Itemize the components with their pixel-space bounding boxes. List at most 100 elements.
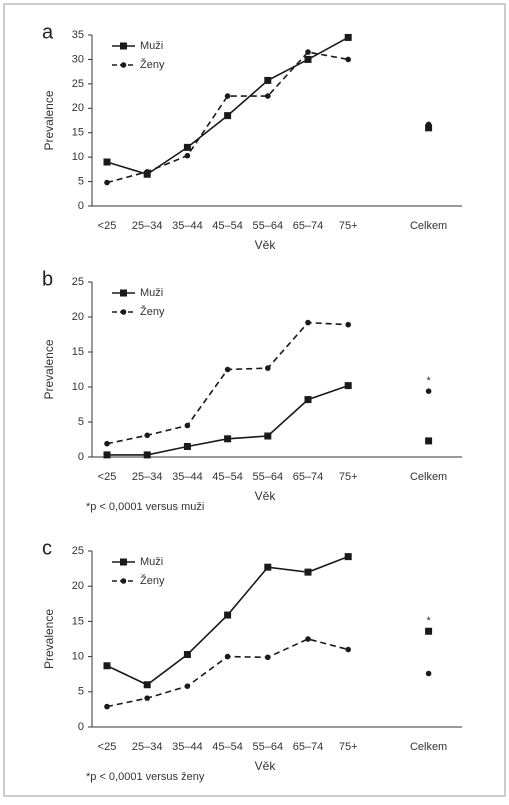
legend-label: Muži — [140, 40, 163, 52]
y-tick-label: 10 — [72, 381, 84, 393]
x-tick-label: 25–34 — [132, 220, 163, 232]
legend-label: Muži — [140, 287, 163, 299]
marker — [304, 55, 312, 63]
x-tick-label: Celkem — [410, 471, 447, 483]
annotation: * — [426, 375, 431, 387]
marker — [224, 112, 232, 120]
marker — [425, 437, 433, 445]
marker — [304, 568, 312, 576]
x-tick-label: 25–34 — [132, 471, 163, 483]
legend-label: Muži — [140, 556, 163, 568]
y-axis-label: Prevalence — [42, 609, 56, 669]
panel-label: c — [42, 537, 52, 559]
marker — [224, 611, 232, 619]
legend-marker — [120, 309, 127, 315]
x-tick-label: Celkem — [410, 741, 447, 753]
x-tick-label: 65–74 — [293, 471, 324, 483]
x-tick-label: <25 — [98, 741, 117, 753]
legend-marker — [120, 578, 127, 584]
x-tick-label: 75+ — [339, 471, 358, 483]
y-tick-label: 0 — [78, 451, 84, 463]
marker — [104, 179, 110, 186]
y-tick-label: 10 — [72, 651, 84, 663]
legend-label: Ženy — [140, 58, 165, 71]
series-line — [107, 323, 429, 444]
series-line — [107, 52, 429, 182]
y-tick-label: 30 — [72, 53, 84, 65]
marker — [183, 443, 191, 450]
marker — [183, 143, 191, 151]
y-tick-label: 20 — [72, 311, 84, 323]
marker — [103, 158, 111, 166]
x-tick-label: 45–54 — [212, 220, 243, 232]
marker — [305, 319, 311, 326]
x-tick-label: 45–54 — [212, 741, 243, 753]
x-tick-label: 65–74 — [293, 741, 324, 753]
y-tick-label: 25 — [72, 78, 84, 90]
x-tick-label: 55–64 — [253, 220, 284, 232]
marker — [144, 695, 150, 701]
x-tick-label: 65–74 — [293, 220, 324, 232]
marker — [345, 321, 352, 328]
legend-label: Ženy — [140, 574, 165, 587]
y-tick-label: 0 — [78, 721, 84, 733]
panel-label: a — [42, 21, 54, 43]
legend-marker — [120, 62, 127, 68]
figure-border — [3, 3, 506, 797]
y-tick-label: 25 — [72, 276, 84, 288]
marker — [224, 435, 232, 443]
x-tick-label: 35–44 — [172, 220, 203, 232]
marker — [184, 152, 191, 159]
legend-marker — [120, 289, 127, 297]
marker — [345, 646, 352, 653]
marker — [425, 124, 433, 132]
marker — [425, 121, 432, 128]
y-tick-label: 10 — [72, 151, 84, 163]
series-line — [107, 386, 429, 455]
marker — [265, 365, 271, 371]
marker — [425, 388, 432, 395]
marker — [224, 366, 231, 373]
x-tick-label: 75+ — [339, 741, 358, 753]
y-tick-label: 15 — [72, 127, 84, 139]
marker — [183, 650, 191, 658]
footnote: *p < 0,0001 versus muži — [86, 501, 204, 513]
x-tick-label: 25–34 — [132, 741, 163, 753]
x-tick-label: 55–64 — [253, 471, 284, 483]
y-tick-label: 5 — [78, 686, 84, 698]
x-tick-label: <25 — [98, 220, 117, 232]
y-axis-label: Prevalence — [42, 339, 56, 399]
marker — [224, 93, 231, 99]
marker — [345, 56, 352, 63]
marker — [265, 654, 271, 661]
x-tick-label: 45–54 — [212, 471, 243, 483]
marker — [344, 553, 352, 561]
x-tick-label: <25 — [98, 471, 117, 483]
y-axis-label: Prevalence — [42, 90, 56, 150]
marker — [104, 703, 110, 710]
marker — [144, 432, 150, 439]
annotation: * — [426, 615, 431, 627]
x-tick-label: 75+ — [339, 220, 358, 232]
panel-label: b — [42, 268, 53, 290]
marker — [264, 563, 272, 571]
marker — [143, 451, 151, 459]
marker — [425, 627, 433, 635]
x-axis-label: Věk — [255, 759, 277, 773]
y-tick-label: 35 — [72, 29, 84, 41]
y-tick-label: 5 — [78, 416, 84, 428]
marker — [264, 432, 272, 440]
marker — [264, 76, 272, 84]
legend-label: Ženy — [140, 305, 165, 318]
x-tick-label: 35–44 — [172, 741, 203, 753]
marker — [305, 49, 311, 55]
marker — [103, 451, 111, 459]
marker — [143, 681, 151, 689]
series-line — [107, 639, 429, 707]
marker — [224, 653, 231, 660]
marker — [304, 396, 312, 404]
x-tick-label: 55–64 — [253, 741, 284, 753]
legend-marker — [120, 42, 127, 50]
y-tick-label: 15 — [72, 615, 84, 627]
